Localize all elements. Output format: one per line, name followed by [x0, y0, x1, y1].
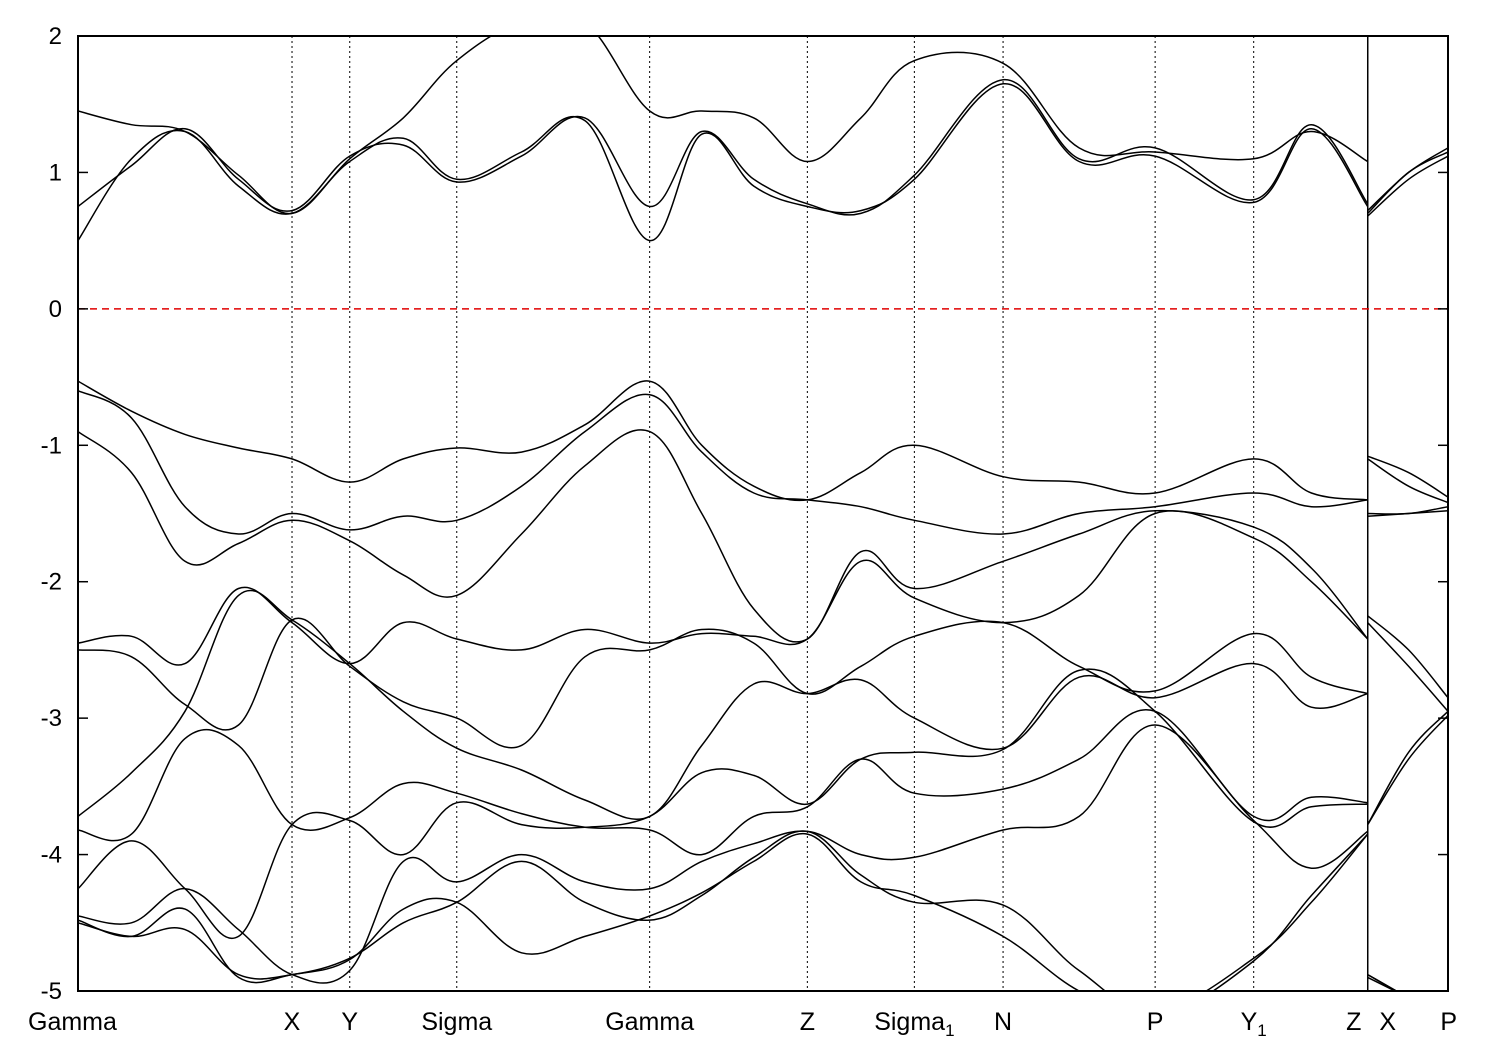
band-14	[78, 832, 1397, 991]
band-4	[78, 380, 1448, 502]
y-axis-ticks: 2 1 0 -1 -2 -3 -4 -5	[41, 23, 1448, 1005]
kpoint-label: Gamma	[605, 1008, 694, 1036]
kpoint-label: Sigma	[421, 1008, 492, 1036]
band-12	[78, 724, 1398, 991]
kpoint-label: X	[284, 1008, 301, 1036]
kpoint-label: Sigma1	[874, 1008, 954, 1040]
kpoint-label: P	[1147, 1008, 1164, 1036]
band-lines	[78, 36, 1448, 991]
band-11	[78, 668, 1448, 940]
kpoint-label: Gamma	[28, 1008, 117, 1036]
y-tick-label: 0	[49, 296, 62, 323]
kpoint-label: Y1	[1241, 1008, 1267, 1040]
band-9	[78, 589, 1448, 820]
y-tick-label: -2	[41, 569, 62, 596]
y-tick-label: -5	[41, 978, 62, 1005]
kpoint-label: Z	[1346, 1008, 1361, 1036]
kpoint-label: Z	[800, 1008, 815, 1036]
band-2	[78, 78, 1448, 216]
kpoint-label: P	[1440, 1008, 1457, 1036]
band-10	[78, 709, 1448, 856]
band-1	[78, 83, 1448, 242]
y-tick-label: -1	[41, 432, 62, 459]
band-6	[78, 429, 1448, 643]
band-3	[78, 36, 1448, 215]
band-5	[78, 390, 1448, 535]
y-tick-label: -3	[41, 705, 62, 732]
kpoint-label: Y	[341, 1008, 358, 1036]
kpoint-label: N	[994, 1008, 1012, 1036]
x-axis-kpoint-labels: Gamma X Y Sigma Gamma Z Sigma1 N P Y1 Z X P	[28, 1008, 1457, 1040]
plot-frame	[77, 35, 1449, 992]
kpoint-label: X	[1379, 1008, 1396, 1036]
y-tick-label: 2	[49, 23, 62, 50]
y-tick-label: 1	[49, 159, 62, 186]
band-7	[78, 510, 1448, 666]
y-tick-label: -4	[41, 842, 62, 869]
